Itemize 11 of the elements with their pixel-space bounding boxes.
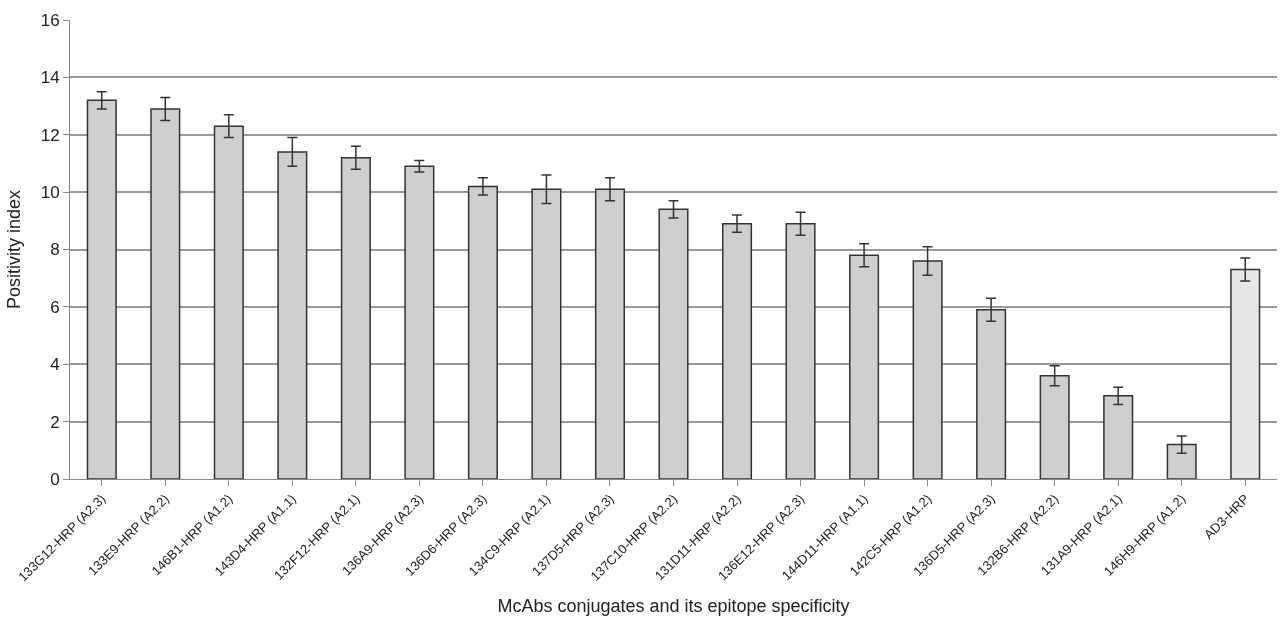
y-tick-label: 0 [50, 469, 60, 489]
y-tick-label: 4 [50, 355, 60, 375]
y-tick-label: 8 [50, 240, 60, 260]
y-tick-label: 10 [40, 183, 60, 203]
y-tick-label: 2 [50, 412, 60, 432]
y-tick-label: 6 [50, 297, 60, 317]
y-tick-label: 12 [40, 125, 60, 145]
y-tick-label: 14 [40, 68, 60, 88]
x-axis-title: McAbs conjugates and its epitope specificity [497, 595, 850, 616]
y-axis-title: Positivity index [3, 189, 24, 310]
y-tick-label: 16 [40, 10, 60, 30]
